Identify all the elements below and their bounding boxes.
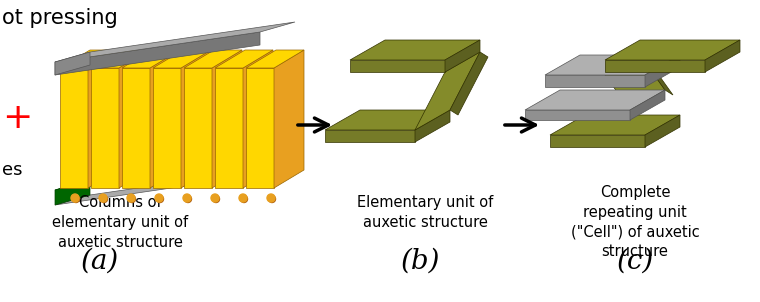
Text: ot pressing: ot pressing: [2, 8, 118, 28]
Polygon shape: [450, 52, 488, 115]
Circle shape: [267, 194, 275, 202]
Polygon shape: [88, 50, 118, 188]
Polygon shape: [243, 50, 273, 188]
Polygon shape: [550, 115, 680, 135]
Text: (c): (c): [616, 248, 654, 275]
Polygon shape: [55, 32, 260, 75]
Polygon shape: [122, 50, 180, 68]
Circle shape: [100, 195, 107, 203]
Polygon shape: [605, 60, 705, 72]
Polygon shape: [525, 110, 630, 120]
Polygon shape: [91, 68, 119, 188]
Text: (a): (a): [81, 248, 119, 275]
Polygon shape: [605, 55, 665, 110]
Polygon shape: [55, 52, 90, 75]
Circle shape: [71, 194, 79, 202]
Polygon shape: [55, 165, 295, 205]
Polygon shape: [705, 40, 740, 72]
Polygon shape: [350, 60, 445, 72]
Polygon shape: [525, 90, 665, 110]
Circle shape: [157, 195, 163, 203]
Polygon shape: [545, 55, 680, 75]
Polygon shape: [325, 130, 415, 142]
Polygon shape: [645, 115, 680, 147]
Polygon shape: [645, 55, 680, 87]
Polygon shape: [215, 68, 243, 188]
Polygon shape: [184, 50, 242, 68]
Polygon shape: [55, 180, 90, 205]
Circle shape: [72, 195, 80, 203]
Polygon shape: [60, 50, 118, 68]
Polygon shape: [605, 40, 740, 60]
Polygon shape: [445, 40, 480, 72]
Text: Complete
repeating unit
("Cell") of auxetic
structure: Complete repeating unit ("Cell") of auxe…: [571, 185, 699, 259]
Text: +: +: [2, 101, 33, 135]
Circle shape: [268, 195, 275, 203]
Polygon shape: [184, 68, 212, 188]
Circle shape: [213, 195, 220, 203]
Circle shape: [155, 194, 163, 202]
Polygon shape: [325, 110, 450, 130]
Circle shape: [211, 194, 219, 202]
Polygon shape: [350, 40, 480, 60]
Polygon shape: [153, 50, 211, 68]
Polygon shape: [122, 68, 150, 188]
Polygon shape: [150, 50, 180, 188]
Polygon shape: [60, 68, 88, 188]
Polygon shape: [119, 50, 149, 188]
Text: (b): (b): [401, 248, 440, 275]
Polygon shape: [545, 75, 645, 87]
Polygon shape: [153, 68, 181, 188]
Polygon shape: [550, 135, 645, 147]
Circle shape: [128, 195, 135, 203]
Polygon shape: [415, 52, 480, 130]
Text: Columns of
elementary unit of
auxetic structure: Columns of elementary unit of auxetic st…: [52, 195, 188, 249]
Circle shape: [185, 195, 192, 203]
Polygon shape: [181, 50, 211, 188]
Polygon shape: [415, 110, 450, 142]
Text: es: es: [2, 161, 23, 179]
Circle shape: [239, 194, 247, 202]
Polygon shape: [274, 50, 304, 188]
Circle shape: [127, 194, 135, 202]
Polygon shape: [640, 55, 673, 95]
Polygon shape: [91, 50, 149, 68]
Circle shape: [99, 194, 107, 202]
Circle shape: [183, 194, 191, 202]
Polygon shape: [630, 90, 665, 120]
Text: Elementary unit of
auxetic structure: Elementary unit of auxetic structure: [357, 195, 493, 230]
Polygon shape: [215, 50, 273, 68]
Polygon shape: [55, 22, 295, 62]
Polygon shape: [246, 50, 304, 68]
Circle shape: [240, 195, 248, 203]
Polygon shape: [212, 50, 242, 188]
Polygon shape: [246, 68, 274, 188]
Polygon shape: [55, 150, 295, 190]
